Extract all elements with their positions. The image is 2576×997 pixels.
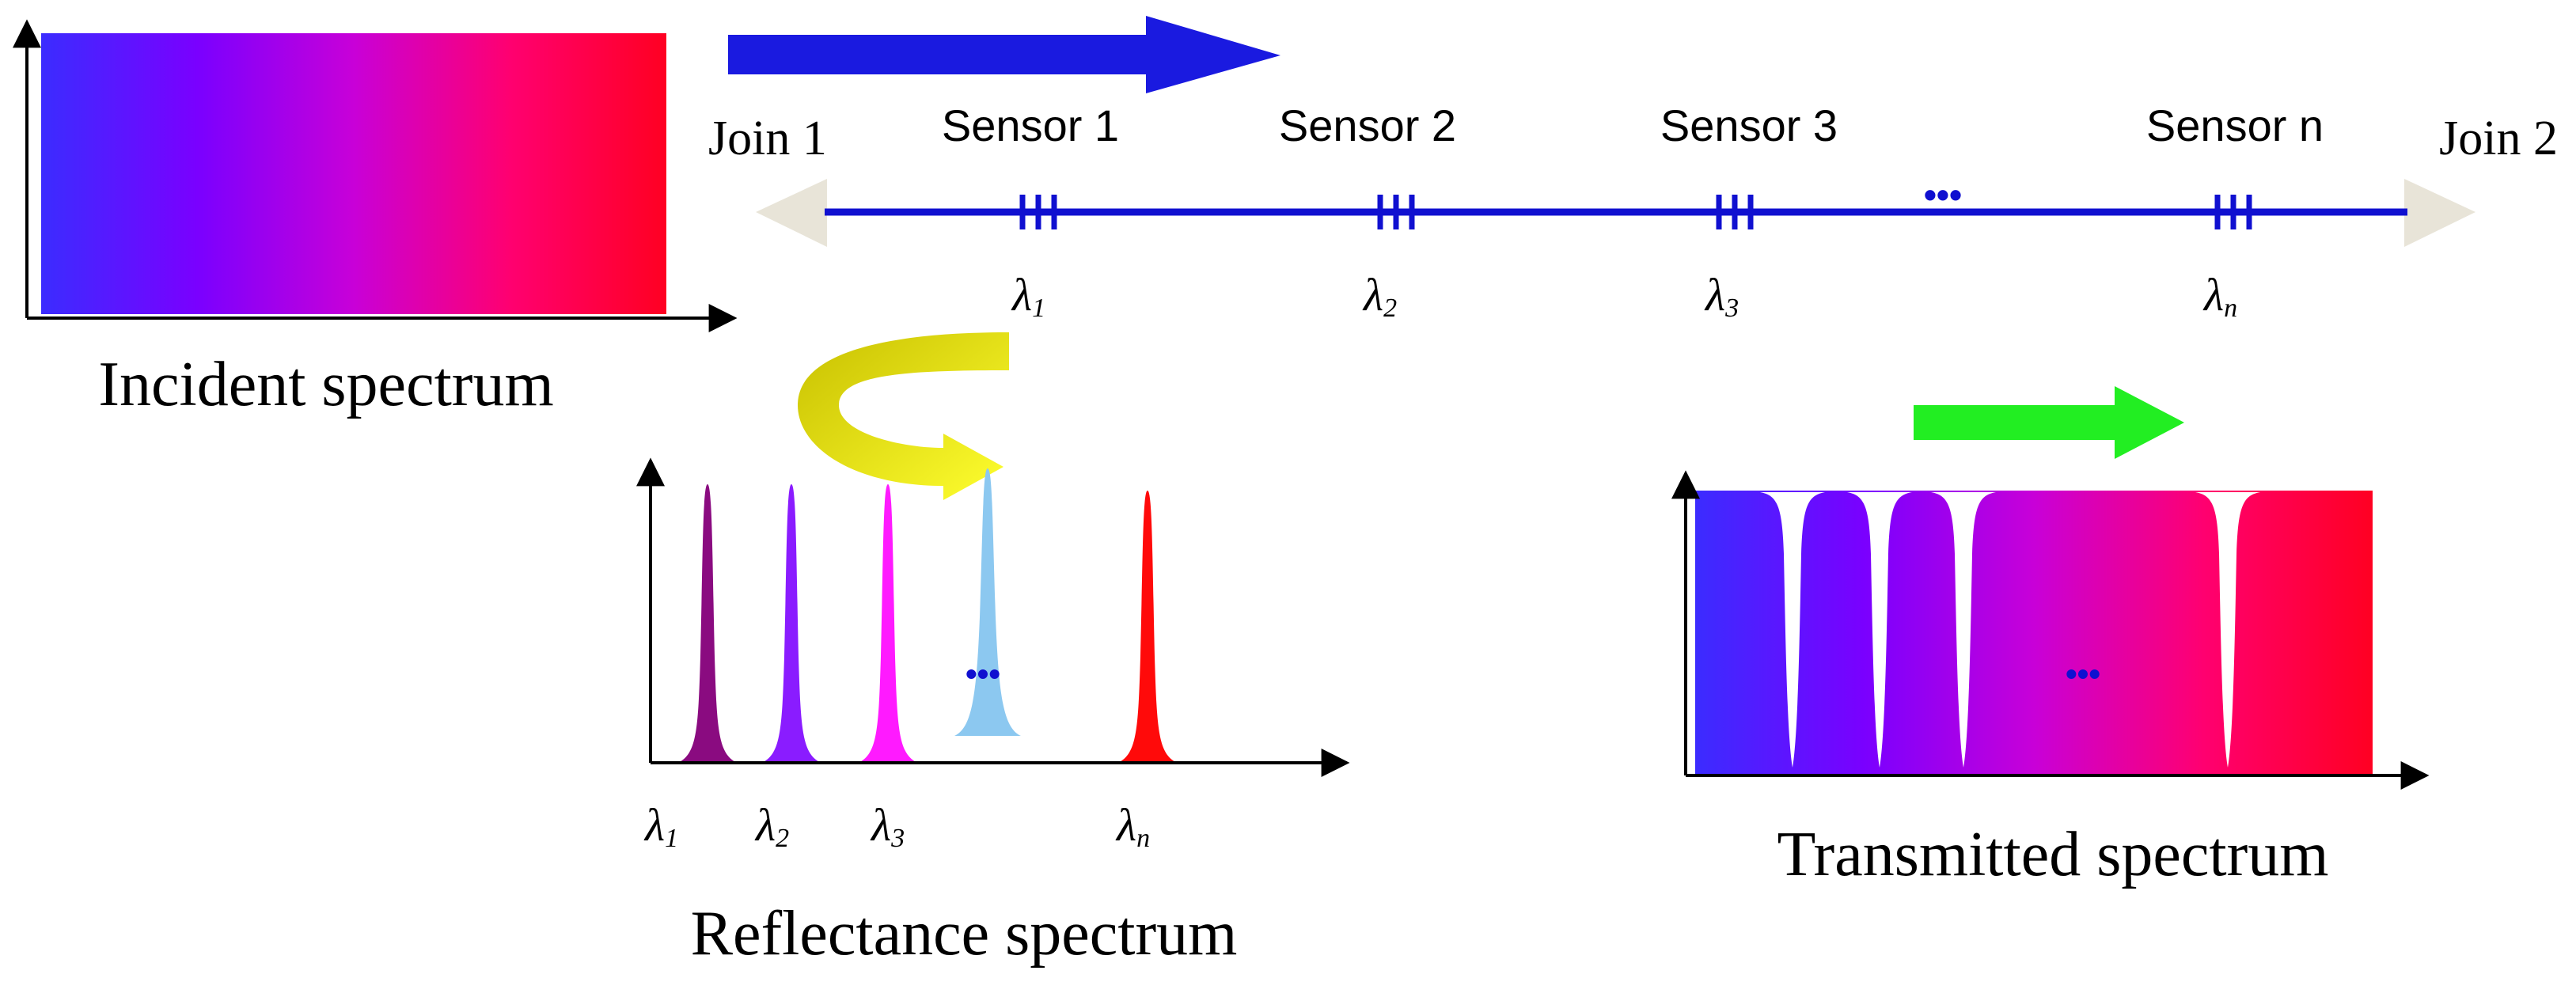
wavelength-subscript: 1: [1032, 294, 1045, 323]
sensor-1-wavelength: λ1: [1011, 269, 1045, 323]
transmitted-ellipsis: •••: [2066, 655, 2100, 692]
sensor-n-label: Sensor n: [2146, 100, 2324, 150]
fiber-ellipsis: •••: [1924, 174, 1962, 215]
sensor-3-wavelength: λ3: [1704, 269, 1739, 323]
transmitted-panel: ••• Transmitted spectrum: [1671, 470, 2430, 889]
lambda-symbol: λ: [643, 799, 665, 851]
incident-spectrum-title: Incident spectrum: [98, 350, 553, 419]
reflectance-ellipsis: •••: [966, 655, 1000, 692]
transmission-arrow: [1914, 386, 2184, 459]
reflectance-peak-1: [674, 484, 741, 764]
wavelength-subscript: 2: [776, 824, 789, 853]
sensor-grating-3: [1716, 195, 1754, 229]
reflectance-peak-2: [758, 484, 825, 764]
fiber-right-end-arrow: [2404, 179, 2475, 247]
sensor-grating-1: [1019, 195, 1057, 229]
lambda-symbol: λ: [754, 799, 776, 851]
sensor-2-label: Sensor 2: [1279, 100, 1456, 150]
wavelength-subscript: 3: [890, 824, 905, 853]
lambda-symbol: λ: [870, 799, 891, 851]
join-2-label: Join 2: [2439, 112, 2558, 165]
sensor-2-wavelength: λ2: [1362, 269, 1397, 323]
transmitted-notch-1: [1760, 492, 1825, 768]
reflectance-peak-2-label: λ2: [754, 799, 789, 853]
transmitted-notch-2: [1847, 492, 1912, 768]
reflectance-peak-n: [1114, 491, 1181, 764]
wavelength-subscript: n: [1136, 824, 1150, 853]
sensor-grating-2: [1377, 195, 1415, 229]
reflectance-peak-3: [855, 484, 921, 764]
fiber-left-end-arrow: [756, 179, 827, 247]
sensor-1-label: Sensor 1: [942, 100, 1119, 150]
transmitted-notch-n: [2195, 492, 2260, 768]
reflectance-peak-shifted: [954, 468, 1021, 736]
wavelength-subscript: 3: [1724, 294, 1739, 323]
reflectance-peak-1-label: λ1: [643, 799, 678, 853]
lambda-symbol: λ: [1704, 269, 1725, 320]
incident-panel: Incident spectrum: [12, 19, 738, 419]
propagation-arrow: [728, 16, 1280, 93]
wavelength-subscript: n: [2224, 294, 2237, 323]
lambda-symbol: λ: [1011, 269, 1032, 320]
fiber-line: •••: [756, 174, 2475, 247]
sensor-n-wavelength: λn: [2202, 269, 2237, 323]
reflectance-peak-n-label: λn: [1115, 799, 1150, 853]
transmitted-notch-3: [1931, 492, 1996, 768]
sensor-grating-n: [2214, 195, 2252, 229]
reflectance-peak-3-label: λ3: [870, 799, 905, 853]
transmitted-spectrum-title: Transmitted spectrum: [1777, 820, 2329, 889]
wavelength-subscript: 1: [665, 824, 678, 853]
lambda-symbol: λ: [1362, 269, 1383, 320]
reflection-arrow: [798, 332, 1009, 500]
lambda-symbol: λ: [1115, 799, 1136, 851]
transmitted-spectrum-gradient: [1695, 491, 2373, 774]
sensor-3-label: Sensor 3: [1660, 100, 1838, 150]
lambda-symbol: λ: [2202, 269, 2224, 320]
join-1-label: Join 1: [708, 112, 827, 165]
reflectance-panel: ••• λ1 λ2 λ3 λn Reflectance spectrum: [636, 457, 1350, 969]
incident-spectrum-gradient: [41, 33, 666, 314]
reflectance-spectrum-title: Reflectance spectrum: [691, 899, 1238, 969]
wavelength-subscript: 2: [1383, 294, 1397, 323]
